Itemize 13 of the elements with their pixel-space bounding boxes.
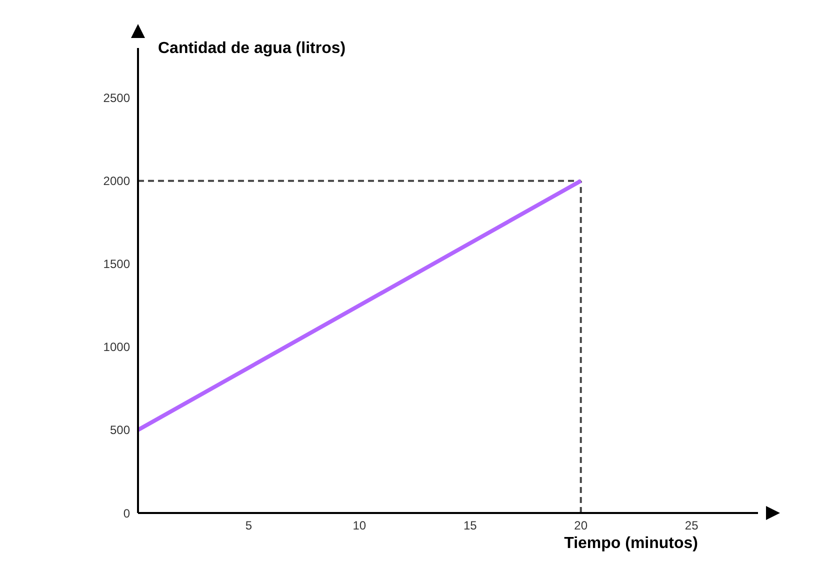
y-tick-label: 1500: [103, 257, 130, 272]
y-tick-label: 1000: [103, 340, 130, 354]
x-tick-label: 15: [463, 518, 478, 533]
y-tick-label: 2500: [103, 91, 130, 106]
x-tick-label: 10: [352, 518, 366, 533]
y-axis-title: Cantidad de agua (litros): [158, 40, 346, 58]
x-tick-label: 5: [245, 518, 252, 533]
y-tick-label: 0: [123, 506, 130, 520]
y-tick-label: 2000: [103, 174, 130, 188]
x-tick-label: 20: [574, 518, 588, 533]
y-tick-label: 500: [110, 423, 130, 438]
x-axis-title: Tiempo (minutos): [564, 535, 698, 553]
x-tick-label: 25: [684, 518, 699, 533]
